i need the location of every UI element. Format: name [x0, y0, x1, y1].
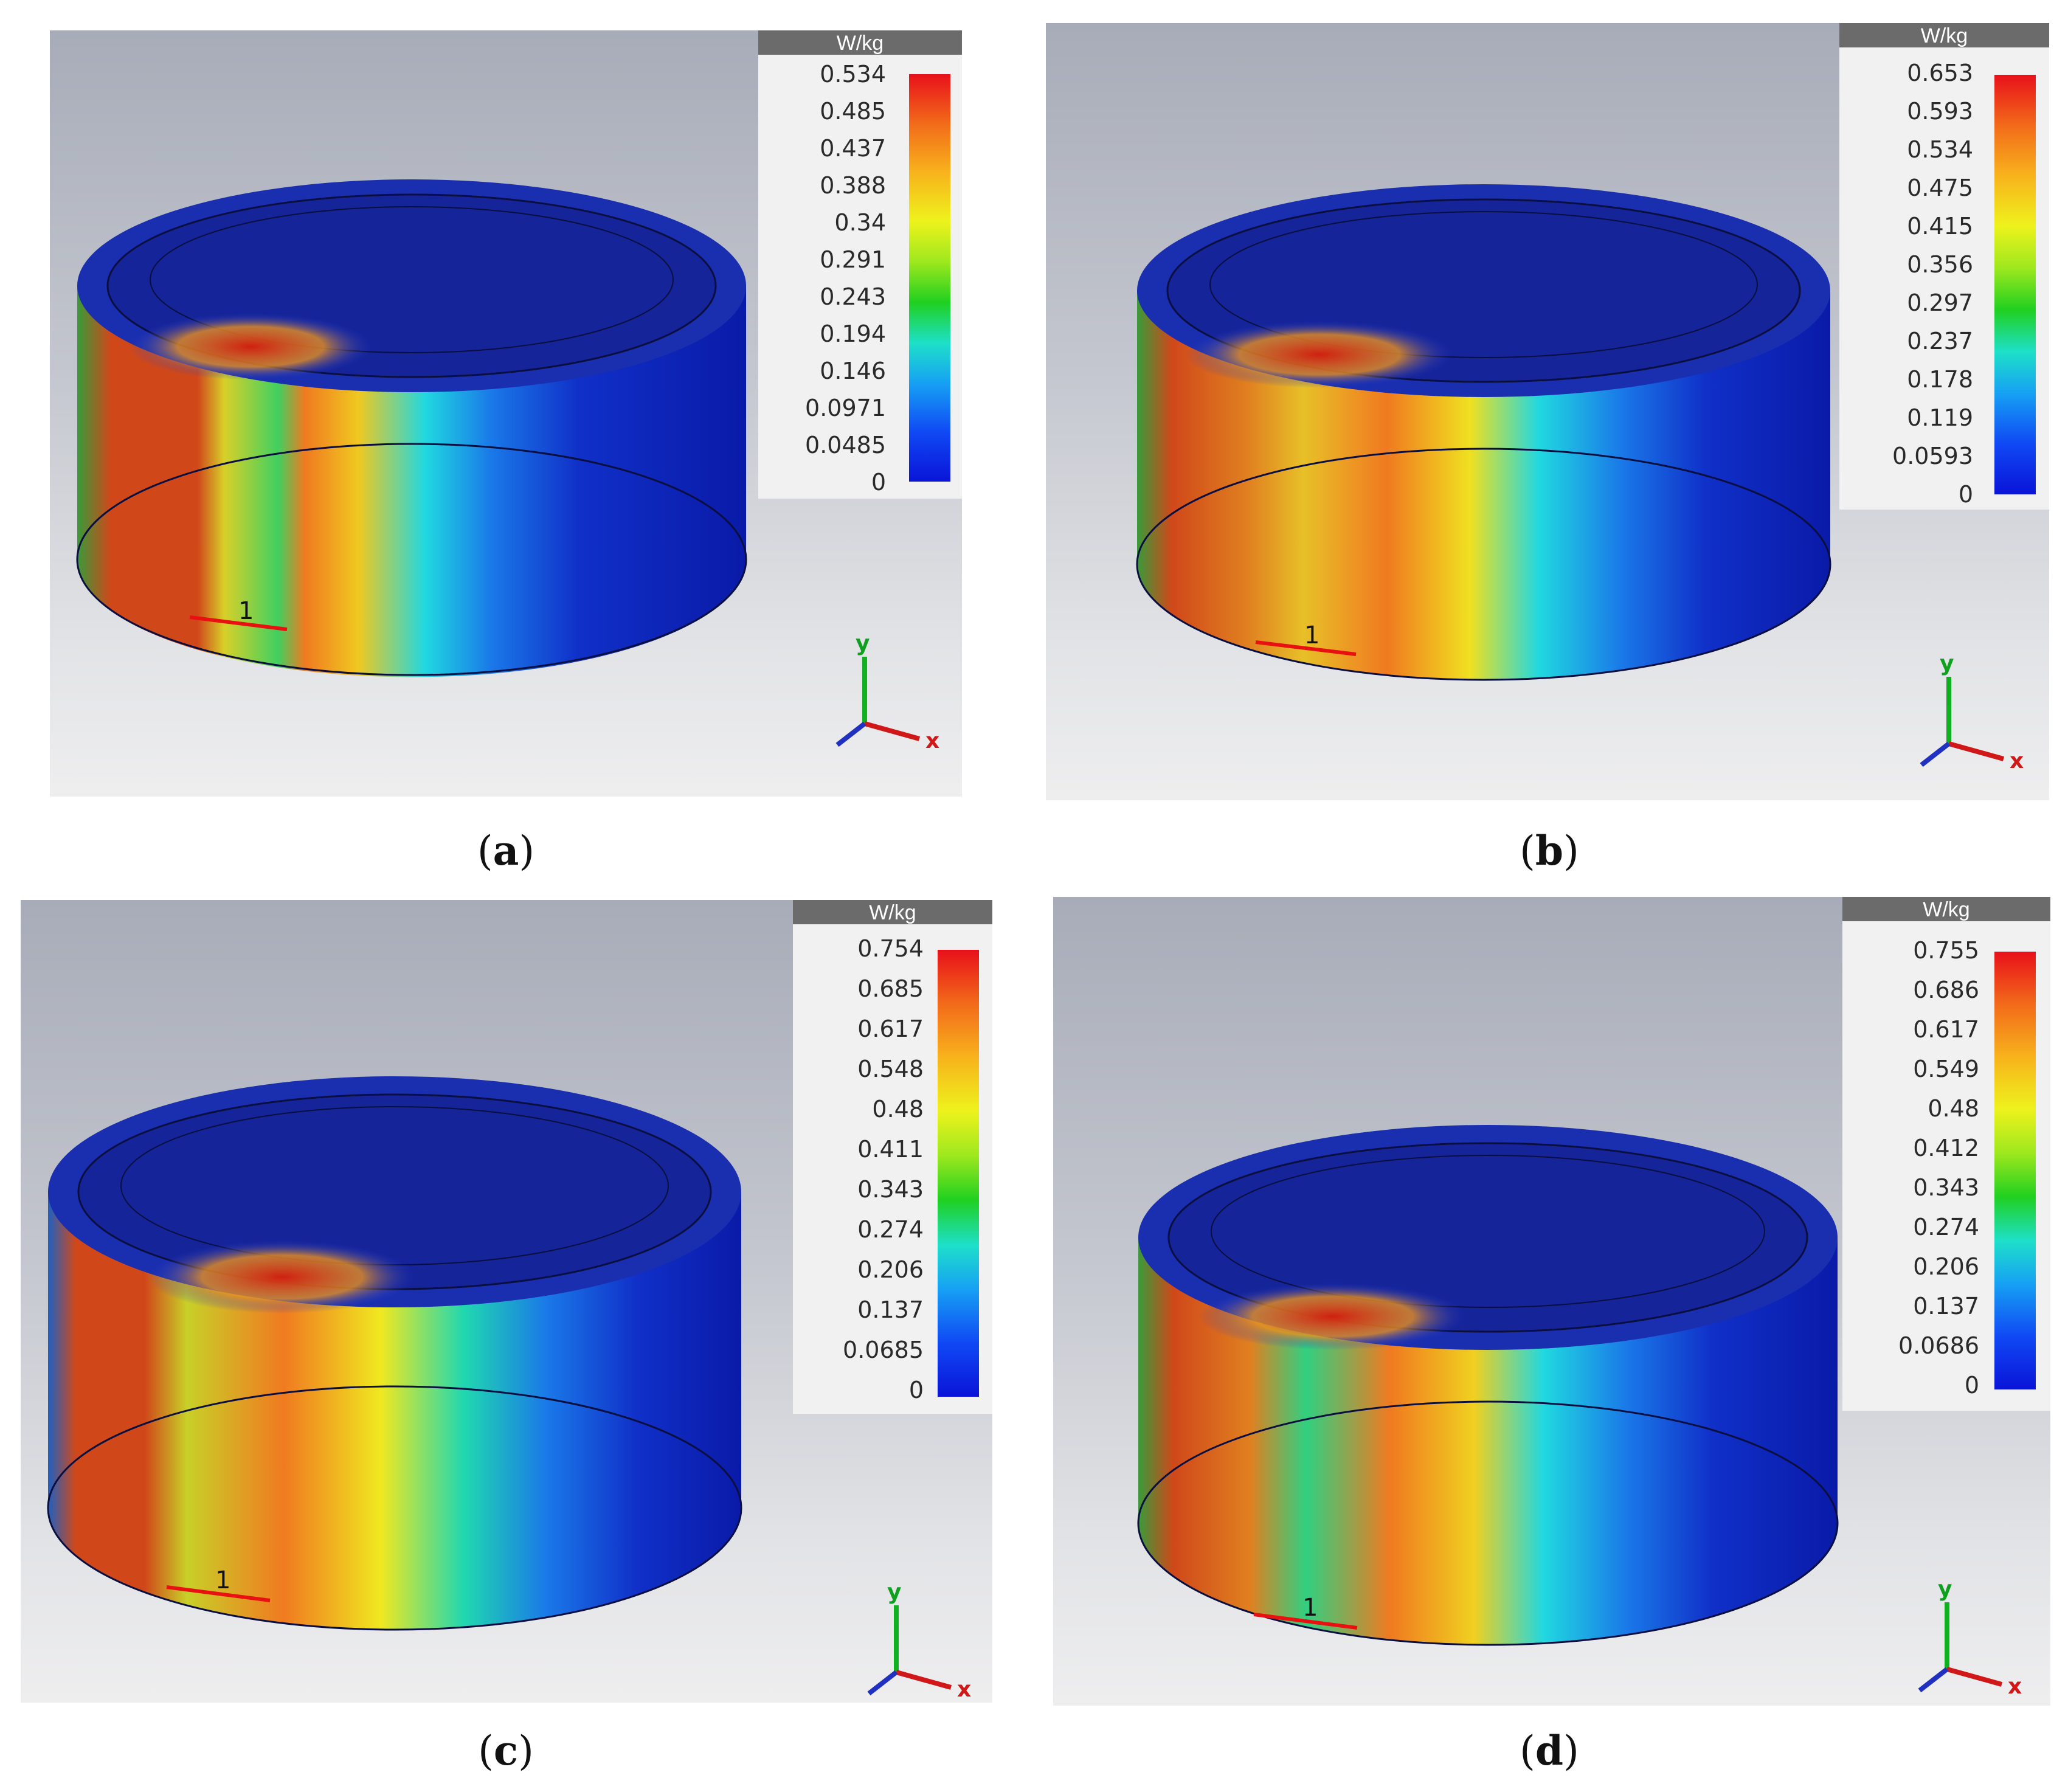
sar-cylinder-render-d: 1 y x: [1137, 1125, 2022, 1699]
legend-tick: 0.411: [857, 1136, 924, 1163]
legend-tick: 0.548: [857, 1056, 924, 1082]
legend-tick: 0: [1964, 1372, 1979, 1399]
svg-text:x: x: [2008, 1674, 2022, 1699]
legend-tick: 0: [1958, 481, 1973, 508]
sar-view-d: 1 y x W/kg 0.755 0.686 0.617 0.549 0.48 …: [1053, 897, 2050, 1706]
panel-a: 1 y x W/kg 0.534 0.485 0.437 0.388 0.34 …: [50, 30, 962, 797]
legend-tick: 0.415: [1907, 213, 1973, 240]
sar-cylinder-render-a: 1 y x: [76, 179, 939, 753]
svg-text:y: y: [856, 631, 870, 656]
legend-tick: 0.194: [820, 320, 886, 347]
legend-unit-a: W/kg: [758, 30, 962, 55]
legend-tick: 0.48: [872, 1096, 924, 1123]
legend-tick: 0.0686: [1898, 1332, 1979, 1359]
legend-tick: 0.343: [1913, 1174, 1979, 1201]
svg-text:y: y: [887, 1580, 901, 1605]
legend-tick: 0: [871, 469, 886, 496]
panel-d: 1 y x W/kg 0.755 0.686 0.617 0.549 0.48 …: [1053, 897, 2050, 1706]
port-label-b: 1: [1304, 621, 1319, 649]
legend-tick: 0: [908, 1377, 924, 1403]
svg-text:x: x: [925, 728, 939, 753]
caption-a: (a): [477, 827, 535, 874]
legend-tick: 0.0685: [843, 1337, 924, 1363]
legend-tick: 0.48: [1928, 1095, 1979, 1122]
legend-tick: 0.206: [857, 1256, 924, 1283]
legend-tick: 0.653: [1907, 60, 1973, 86]
legend-tick: 0.0593: [1892, 443, 1973, 469]
legend-tick: 0.146: [820, 358, 886, 384]
sar-cylinder-render-b: 1 y x: [1136, 184, 2024, 773]
legend-colorbar-b: [1994, 75, 2036, 494]
legend-tick: 0.237: [1907, 328, 1973, 355]
color-legend-a: W/kg 0.534 0.485 0.437 0.388 0.34 0.291 …: [758, 30, 962, 499]
sar-cylinder-render-c: 1 y x: [47, 1076, 971, 1702]
panel-b: 1 y x W/kg 0.653 0.593 0.534 0.475 0.415…: [1046, 23, 2049, 800]
legend-tick: 0.291: [820, 246, 886, 273]
color-legend-c: W/kg 0.754 0.685 0.617 0.548 0.48 0.411 …: [793, 900, 992, 1414]
legend-tick: 0.343: [857, 1176, 924, 1203]
legend-tick: 0.685: [857, 975, 924, 1002]
legend-tick: 0.0971: [805, 395, 886, 421]
legend-tick: 0.686: [1913, 977, 1979, 1003]
caption-c: (c): [478, 1727, 534, 1774]
legend-tick: 0.274: [857, 1216, 924, 1243]
legend-tick: 0.437: [820, 135, 886, 162]
port-label-c: 1: [215, 1566, 230, 1594]
svg-text:x: x: [2010, 749, 2024, 773]
legend-tick: 0.754: [857, 935, 924, 962]
svg-text:y: y: [1938, 1577, 1952, 1602]
legend-tick: 0.137: [1913, 1293, 1979, 1320]
axis-triad-b: y x: [1920, 651, 2024, 773]
legend-tick: 0.534: [820, 61, 886, 88]
color-legend-d: W/kg 0.755 0.686 0.617 0.549 0.48 0.412 …: [1842, 897, 2050, 1411]
legend-tick: 0.243: [820, 283, 886, 310]
legend-unit-c: W/kg: [793, 900, 992, 924]
legend-tick: 0.549: [1913, 1056, 1979, 1082]
axis-triad-a: y x: [835, 631, 939, 753]
legend-tick: 0.755: [1913, 937, 1979, 964]
legend-tick: 0.206: [1913, 1253, 1979, 1280]
legend-tick: 0.388: [820, 172, 886, 199]
port-label-d: 1: [1302, 1594, 1318, 1622]
legend-unit-d: W/kg: [1842, 897, 2050, 921]
sar-view-a: 1 y x W/kg 0.534 0.485 0.437 0.388 0.34 …: [50, 30, 962, 797]
axis-triad-c: y x: [867, 1580, 971, 1702]
legend-colorbar-a: [909, 74, 950, 482]
port-label-a: 1: [238, 597, 254, 625]
legend-tick: 0.617: [1913, 1016, 1979, 1043]
legend-tick: 0.119: [1907, 404, 1973, 431]
legend-tick: 0.593: [1907, 98, 1973, 125]
legend-tick: 0.297: [1907, 289, 1973, 316]
legend-tick: 0.475: [1907, 175, 1973, 201]
legend-tick: 0.412: [1913, 1135, 1979, 1161]
svg-text:y: y: [1940, 651, 1954, 676]
legend-unit-b: W/kg: [1839, 23, 2049, 47]
panel-c: 1 y x W/kg 0.754 0.685 0.617 0.548 0.48 …: [21, 900, 992, 1703]
legend-tick: 0.178: [1907, 366, 1973, 393]
legend-tick: 0.274: [1913, 1214, 1979, 1240]
sar-view-b: 1 y x W/kg 0.653 0.593 0.534 0.475 0.415…: [1046, 23, 2049, 800]
color-legend-b: W/kg 0.653 0.593 0.534 0.475 0.415 0.356…: [1839, 23, 2049, 510]
legend-colorbar-d: [1994, 952, 2036, 1389]
caption-d: (d): [1520, 1727, 1579, 1774]
svg-text:x: x: [957, 1677, 971, 1702]
caption-b: (b): [1520, 827, 1579, 874]
legend-tick: 0.485: [820, 98, 886, 125]
sar-view-c: 1 y x W/kg 0.754 0.685 0.617 0.548 0.48 …: [21, 900, 992, 1703]
legend-tick: 0.534: [1907, 136, 1973, 163]
legend-tick: 0.617: [857, 1015, 924, 1042]
legend-tick: 0.356: [1907, 251, 1973, 278]
legend-tick: 0.0485: [805, 432, 886, 458]
legend-tick: 0.34: [834, 209, 886, 236]
axis-triad-d: y x: [1918, 1577, 2022, 1699]
legend-tick: 0.137: [857, 1296, 924, 1323]
legend-colorbar-c: [938, 950, 979, 1397]
